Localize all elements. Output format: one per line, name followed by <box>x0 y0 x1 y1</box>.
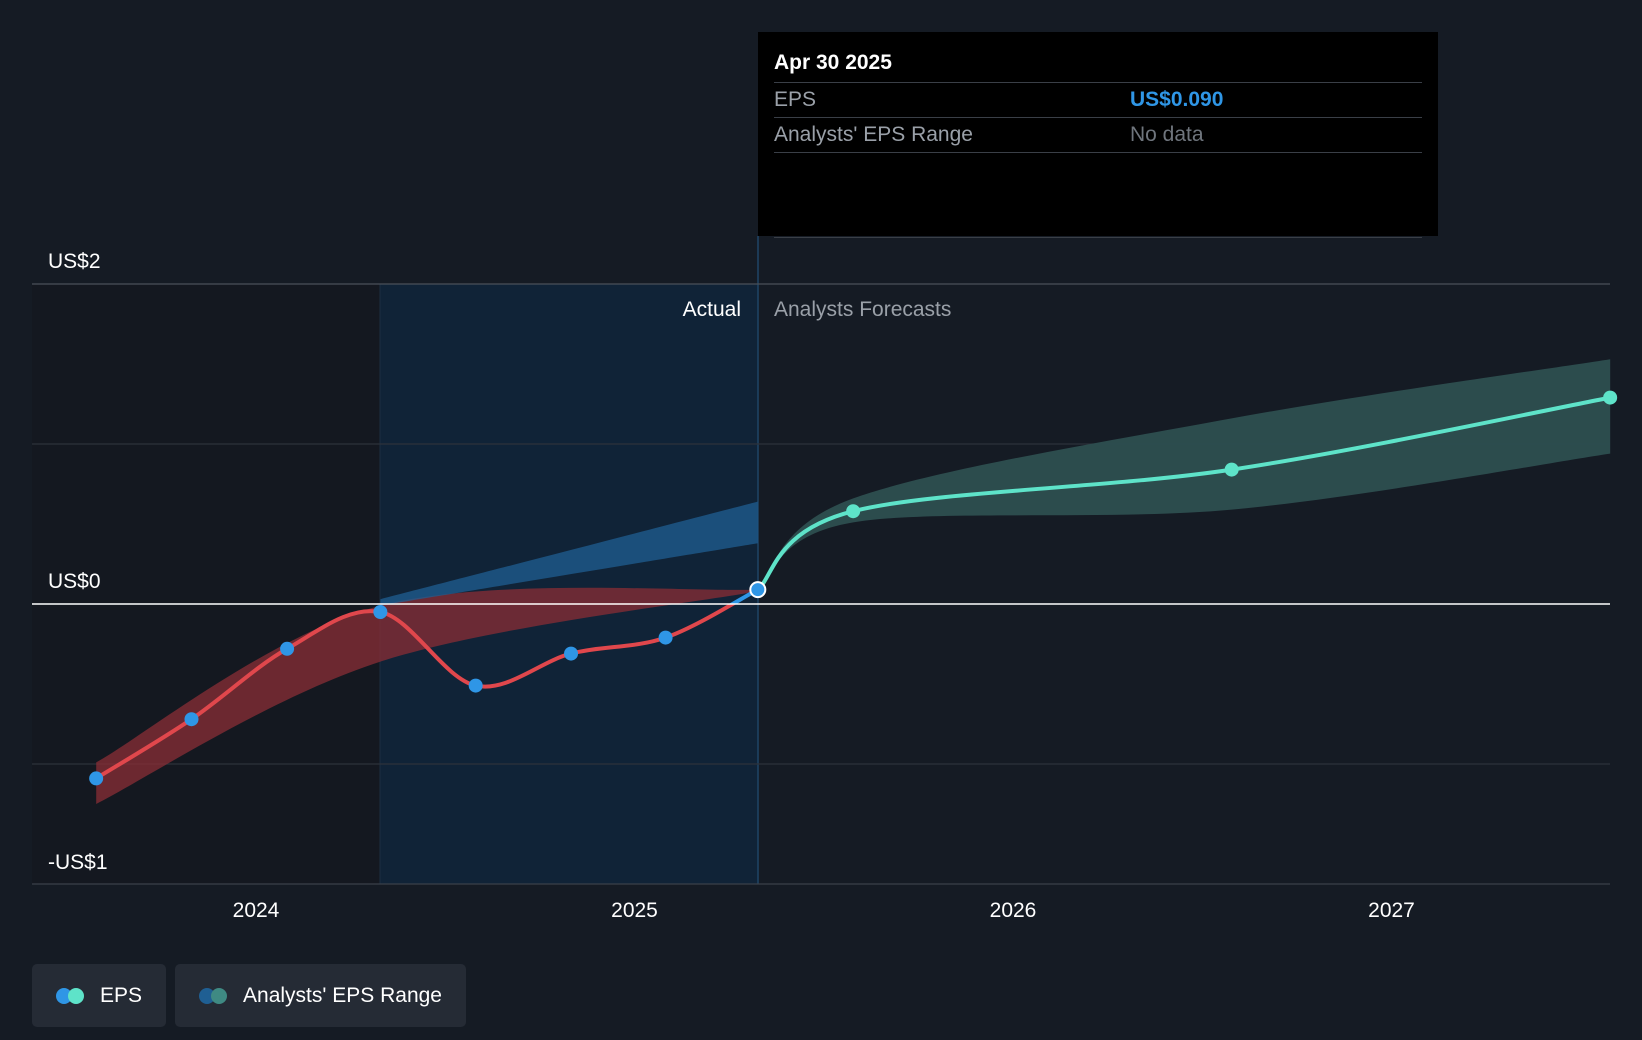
eps-point <box>468 678 483 693</box>
y-tick-label: US$2 <box>48 250 101 273</box>
eps-range-band <box>96 587 758 804</box>
eps-point <box>1603 390 1618 405</box>
legend-range-label: Analysts' EPS Range <box>243 983 442 1007</box>
tooltip-eps-label: EPS <box>774 88 817 111</box>
tooltip-range-label: Analysts' EPS Range <box>774 123 973 146</box>
eps-point <box>373 605 388 619</box>
legend: EPS Analysts' EPS Range <box>32 964 466 1027</box>
legend-range[interactable]: Analysts' EPS Range <box>175 964 466 1027</box>
eps-point <box>184 712 199 727</box>
tooltip-range-row: Analysts' EPS Range No data <box>774 118 1422 153</box>
eps-lines <box>95 395 1611 781</box>
legend-eps[interactable]: EPS <box>32 964 167 1027</box>
eps-point-selected <box>749 581 767 599</box>
x-tick-label: 2024 <box>233 899 280 922</box>
x-tick-label: 2025 <box>611 899 658 922</box>
x-tick-label: 2026 <box>990 899 1037 922</box>
tooltip-date: Apr 30 2025 <box>774 32 1422 83</box>
tooltip-eps-value: US$0.090 <box>1130 88 1224 111</box>
past-year-shade <box>32 284 380 884</box>
eps-point <box>1224 462 1239 477</box>
eps-point <box>280 641 295 656</box>
eps-legend-icon <box>56 987 86 1004</box>
eps-line-actual-negative <box>95 604 737 781</box>
last-year-highlight <box>380 284 758 884</box>
eps-points <box>89 390 1618 786</box>
tooltip: Apr 30 2025 EPS US$0.090 Analysts' EPS R… <box>758 32 1438 238</box>
y-tick-label: -US$1 <box>48 851 108 874</box>
eps-point <box>89 771 104 786</box>
eps-line-forecast <box>756 395 1611 592</box>
eps-point <box>846 504 861 519</box>
tooltip-eps-row: EPS US$0.090 <box>774 83 1422 118</box>
actual-label: Actual <box>683 298 741 321</box>
y-tick-label: US$0 <box>48 570 101 593</box>
y-axis-labels: US$2 US$0 -US$1 <box>48 250 108 874</box>
eps-point <box>564 646 579 661</box>
range-legend-icon <box>199 987 229 1004</box>
eps-point <box>658 630 673 645</box>
tooltip-range-value: No data <box>1130 123 1204 146</box>
legend-eps-label: EPS <box>100 983 143 1007</box>
eps-range-band <box>380 501 758 606</box>
x-axis-labels: 2024 2025 2026 2027 <box>233 899 1415 922</box>
forecast-label: Analysts Forecasts <box>774 298 951 321</box>
tooltip-spacer <box>774 153 1422 238</box>
x-tick-label: 2027 <box>1368 899 1415 922</box>
